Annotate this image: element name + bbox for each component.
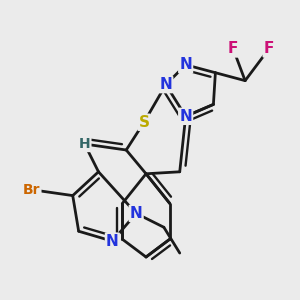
Text: N: N [106,234,119,249]
Text: N: N [179,57,192,72]
Text: N: N [160,77,172,92]
Text: F: F [264,41,274,56]
Text: H: H [79,137,90,151]
Text: N: N [179,109,192,124]
Text: Br: Br [22,183,40,196]
Text: F: F [228,41,238,56]
Text: S: S [139,115,150,130]
Text: N: N [130,206,142,221]
